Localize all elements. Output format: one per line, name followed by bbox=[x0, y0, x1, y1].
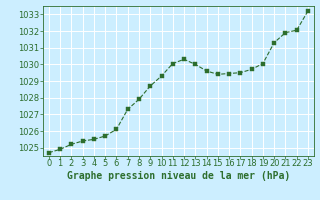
X-axis label: Graphe pression niveau de la mer (hPa): Graphe pression niveau de la mer (hPa) bbox=[67, 171, 290, 181]
